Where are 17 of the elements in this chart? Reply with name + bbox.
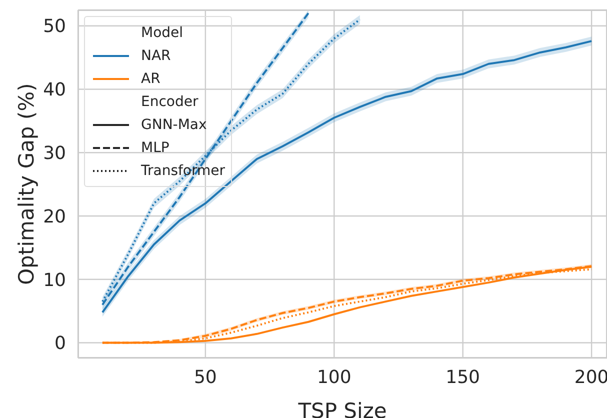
annotation: MLP xyxy=(141,140,170,156)
x-axis-title: TSP Size xyxy=(297,399,387,418)
legend-title: Model xyxy=(141,24,184,40)
legend-label: NAR xyxy=(141,48,171,64)
legend-label: AR xyxy=(141,70,160,86)
y-tick-label: 50 xyxy=(43,16,66,38)
x-tick-label: 50 xyxy=(194,366,217,388)
y-tick-label: 20 xyxy=(43,206,66,228)
y-tick-label: 0 xyxy=(54,333,66,354)
y-tick-label: 10 xyxy=(43,270,66,291)
y-tick-label: 40 xyxy=(43,80,66,101)
x-tick-label: 100 xyxy=(316,366,352,388)
y-tick-label: 30 xyxy=(43,143,66,164)
y-axis-title: Optimality Gap (%) xyxy=(14,83,38,285)
annotation: Encoder xyxy=(141,94,198,110)
annotation: GNN-Max xyxy=(141,116,207,132)
x-tick-label: 150 xyxy=(446,366,480,388)
